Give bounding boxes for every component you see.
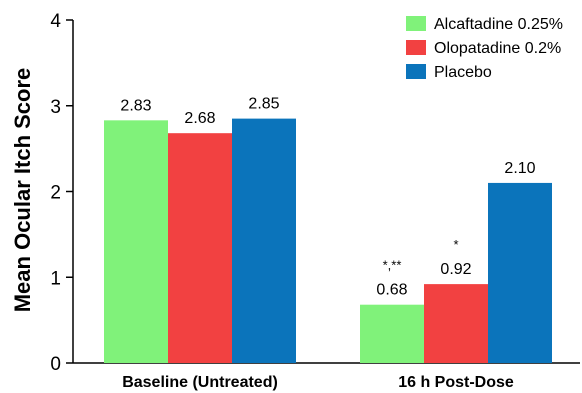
y-tick-label: 4 (50, 11, 61, 32)
bar (104, 120, 168, 363)
data-label: 2.83 (120, 97, 151, 114)
legend-swatch (406, 40, 426, 55)
y-axis-title: Mean Ocular Itch Score (10, 68, 35, 313)
y-tick-label: 0 (50, 354, 61, 375)
bar (424, 284, 488, 363)
data-label: 0.68 (376, 282, 407, 299)
data-label: 2.10 (504, 160, 535, 177)
legend-label: Placebo (434, 64, 492, 81)
data-label: 2.85 (248, 96, 279, 113)
significance-annotation: * (453, 237, 458, 252)
bar (488, 182, 552, 363)
y-tick-label: 1 (50, 268, 61, 289)
legend-swatch (406, 16, 426, 31)
legend-swatch (406, 64, 426, 79)
data-label: 0.92 (440, 261, 471, 278)
legend-label: Alcaftadine 0.25% (434, 16, 563, 33)
y-tick-label: 2 (50, 183, 61, 204)
y-tick-label: 3 (50, 97, 61, 118)
bar (232, 118, 296, 363)
legend-label: Olopatadine 0.2% (434, 40, 561, 57)
x-category-label: Baseline (Untreated) (122, 374, 278, 391)
x-category-label: 16 h Post-Dose (398, 374, 514, 391)
significance-annotation: *,** (383, 258, 402, 273)
data-label: 2.68 (184, 110, 215, 127)
bar (168, 133, 232, 363)
bar (360, 304, 424, 363)
